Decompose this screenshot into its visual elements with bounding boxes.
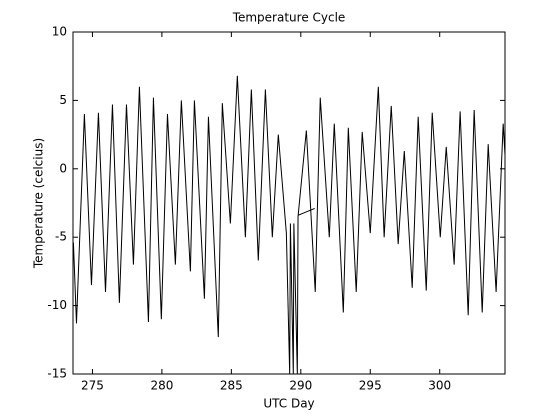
y-tick-label: 10	[52, 25, 67, 39]
x-tick-label: 295	[359, 379, 382, 393]
data-line	[73, 75, 505, 374]
y-tick-label: 5	[59, 93, 67, 107]
x-tick-label: 275	[81, 379, 104, 393]
y-tick-label: -5	[55, 230, 67, 244]
x-tick-label: 290	[289, 379, 312, 393]
x-tick-label: 285	[220, 379, 243, 393]
y-tick-label: 0	[59, 161, 67, 175]
x-tick-label: 300	[428, 379, 451, 393]
y-tick-label: -15	[47, 367, 67, 381]
chart-title: Temperature Cycle	[232, 11, 346, 25]
y-axis-label: Temperature (celcius)	[32, 138, 46, 269]
x-axis-label: UTC Day	[263, 397, 314, 411]
plot-area	[72, 31, 506, 375]
y-tick-label: -10	[47, 298, 67, 312]
x-tick-label: 280	[150, 379, 173, 393]
